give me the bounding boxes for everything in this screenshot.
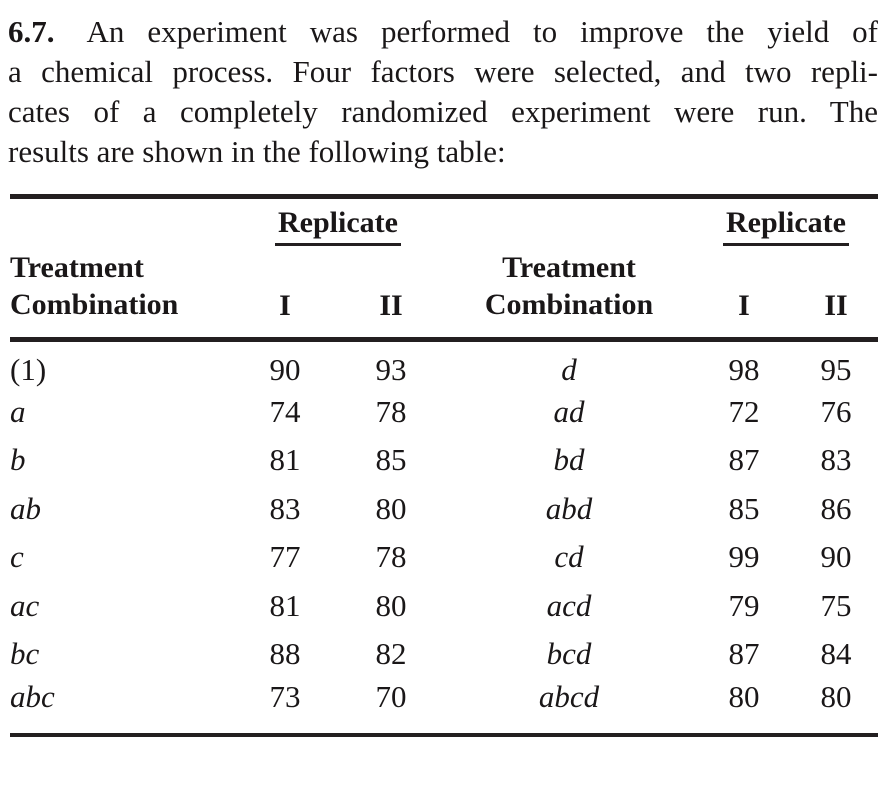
replicate-II-cell: 76 <box>820 393 852 429</box>
replicate-I-cell: 79 <box>728 587 760 623</box>
replicate-II-cell: 70 <box>375 678 407 714</box>
replicate-II-cell: 93 <box>375 351 407 387</box>
replicate-I-cell: 88 <box>269 636 301 672</box>
replicate-II-header-right: II <box>794 248 878 342</box>
table-row: bc 88 82 bcd 87 84 <box>10 630 878 679</box>
treatment-combination-cell: abc <box>10 678 55 714</box>
replicate-I-cell: 90 <box>269 351 301 387</box>
replicate-I-cell: 74 <box>269 393 301 429</box>
treatment-header-line2: Combination <box>484 287 654 321</box>
table-row: ab 83 80 abd 85 86 <box>10 485 878 534</box>
table-row: ac 81 80 acd 79 75 <box>10 582 878 631</box>
treatment-combination-cell: ac <box>10 587 40 623</box>
treatment-header-line1: Treatment <box>10 250 144 284</box>
replicate-I-cell: 85 <box>728 490 760 526</box>
treatment-combination-cell: (1) <box>10 351 47 387</box>
replicate-I-cell: 77 <box>269 539 301 575</box>
table-row: abc 73 70 abcd 80 80 <box>10 679 878 735</box>
treatment-combination-cell: ad <box>553 393 585 429</box>
replicate-II-cell: 78 <box>375 393 407 429</box>
table-row: c 77 78 cd 99 90 <box>10 533 878 582</box>
results-table: Replicate Replicate Treatment Combinatio… <box>10 194 878 737</box>
replicate-II-cell: 80 <box>375 587 407 623</box>
treatment-header-line1: Treatment <box>502 250 636 284</box>
treatment-combination-cell: b <box>10 442 26 478</box>
replicate-header-row: Replicate Replicate <box>10 197 878 249</box>
column-header-row: Treatment Combination I II Treatment Com… <box>10 248 878 342</box>
problem-statement: 6.7. An experiment was performed to impro… <box>8 12 878 172</box>
replicate-II-cell: 80 <box>820 678 852 714</box>
treatment-combination-cell: cd <box>554 539 584 575</box>
table-row: (1) 90 93 d 98 95 <box>10 339 878 388</box>
replicate-II-cell: 78 <box>375 539 407 575</box>
problem-text-line: 6.7. An experiment was performed to impro… <box>8 12 878 52</box>
replicate-I-cell: 73 <box>269 678 301 714</box>
treatment-combination-header-right: Treatment Combination <box>444 248 694 342</box>
replicate-II-cell: 86 <box>820 490 852 526</box>
problem-text-line: a chemical process. Four factors were se… <box>8 54 878 89</box>
treatment-combination-header-left: Treatment Combination <box>10 248 232 342</box>
replicate-label: Replicate <box>723 207 849 246</box>
replicate-I-cell: 81 <box>269 587 301 623</box>
treatment-combination-cell: bd <box>553 442 585 478</box>
table-header: Replicate Replicate Treatment Combinatio… <box>10 197 878 342</box>
treatment-combination-cell: acd <box>546 587 592 623</box>
replicate-label: Replicate <box>275 207 401 246</box>
treatment-combination-cell: abd <box>545 490 593 526</box>
replicate-I-header-left: I <box>232 248 338 342</box>
treatment-combination-cell: ab <box>10 490 41 526</box>
replicate-II-cell: 85 <box>375 442 407 478</box>
replicate-II-cell: 84 <box>820 636 852 672</box>
replicate-II-header-left: II <box>338 248 444 342</box>
treatment-combination-cell: a <box>10 393 26 429</box>
treatment-combination-cell: bcd <box>546 636 592 672</box>
empty-header-cell <box>10 197 232 249</box>
table-body: (1) 90 93 d 98 95 a 74 78 ad 72 76 b 81 … <box>10 339 878 735</box>
treatment-combination-cell: c <box>10 539 24 575</box>
treatment-combination-cell: abcd <box>538 678 600 714</box>
replicate-header-left: Replicate <box>232 197 444 249</box>
replicate-II-cell: 75 <box>820 587 852 623</box>
problem-number: 6.7. <box>8 14 55 49</box>
replicate-II-cell: 83 <box>820 442 852 478</box>
replicate-I-cell: 87 <box>728 636 760 672</box>
problem-text-line: results are shown in the following table… <box>8 134 506 169</box>
replicate-II-cell: 95 <box>820 351 852 387</box>
treatment-combination-cell: bc <box>10 636 40 672</box>
replicate-I-cell: 80 <box>728 678 760 714</box>
replicate-I-cell: 72 <box>728 393 760 429</box>
replicate-II-cell: 80 <box>375 490 407 526</box>
treatment-header-line2: Combination <box>10 287 179 321</box>
replicate-II-cell: 82 <box>375 636 407 672</box>
empty-header-cell <box>444 197 694 249</box>
replicate-I-cell: 87 <box>728 442 760 478</box>
replicate-I-header-right: I <box>694 248 794 342</box>
replicate-I-cell: 98 <box>728 351 760 387</box>
replicate-I-cell: 83 <box>269 490 301 526</box>
replicate-I-cell: 99 <box>728 539 760 575</box>
table-row: b 81 85 bd 87 83 <box>10 436 878 485</box>
replicate-II-cell: 90 <box>820 539 852 575</box>
table-row: a 74 78 ad 72 76 <box>10 388 878 437</box>
treatment-combination-cell: d <box>561 351 577 387</box>
problem-text: An experiment was performed to improve t… <box>86 14 879 49</box>
problem-text-line: cates of a completely randomized experim… <box>8 94 878 129</box>
replicate-header-right: Replicate <box>694 197 878 249</box>
replicate-I-cell: 81 <box>269 442 301 478</box>
